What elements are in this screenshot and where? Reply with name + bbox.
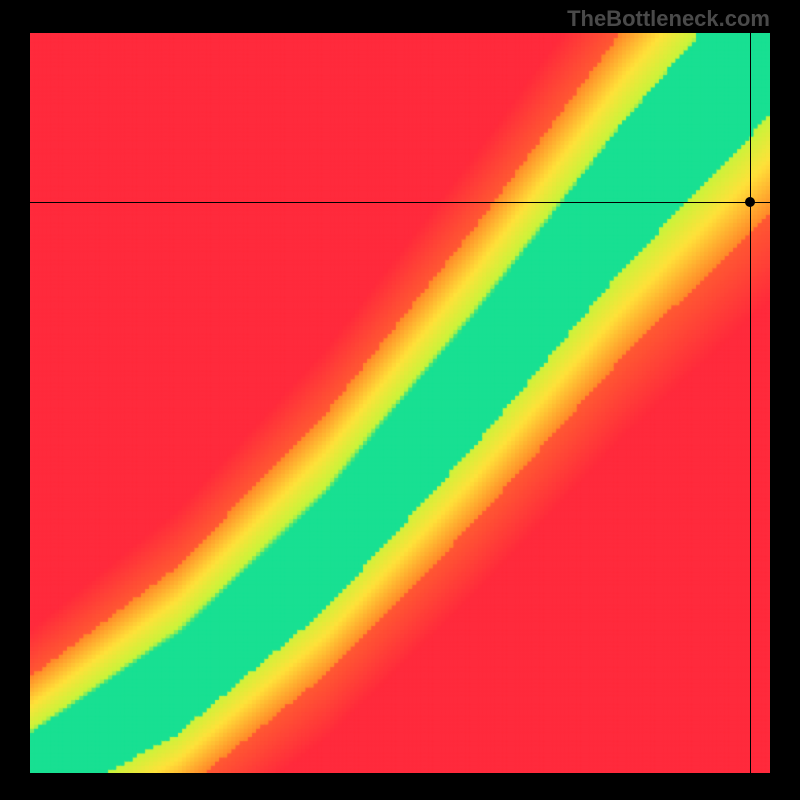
heatmap-plot [30, 33, 770, 773]
crosshair-vertical [750, 33, 751, 773]
watermark-text: TheBottleneck.com [567, 6, 770, 32]
crosshair-horizontal [30, 202, 770, 203]
crosshair-marker [745, 197, 755, 207]
heatmap-canvas [30, 33, 770, 773]
